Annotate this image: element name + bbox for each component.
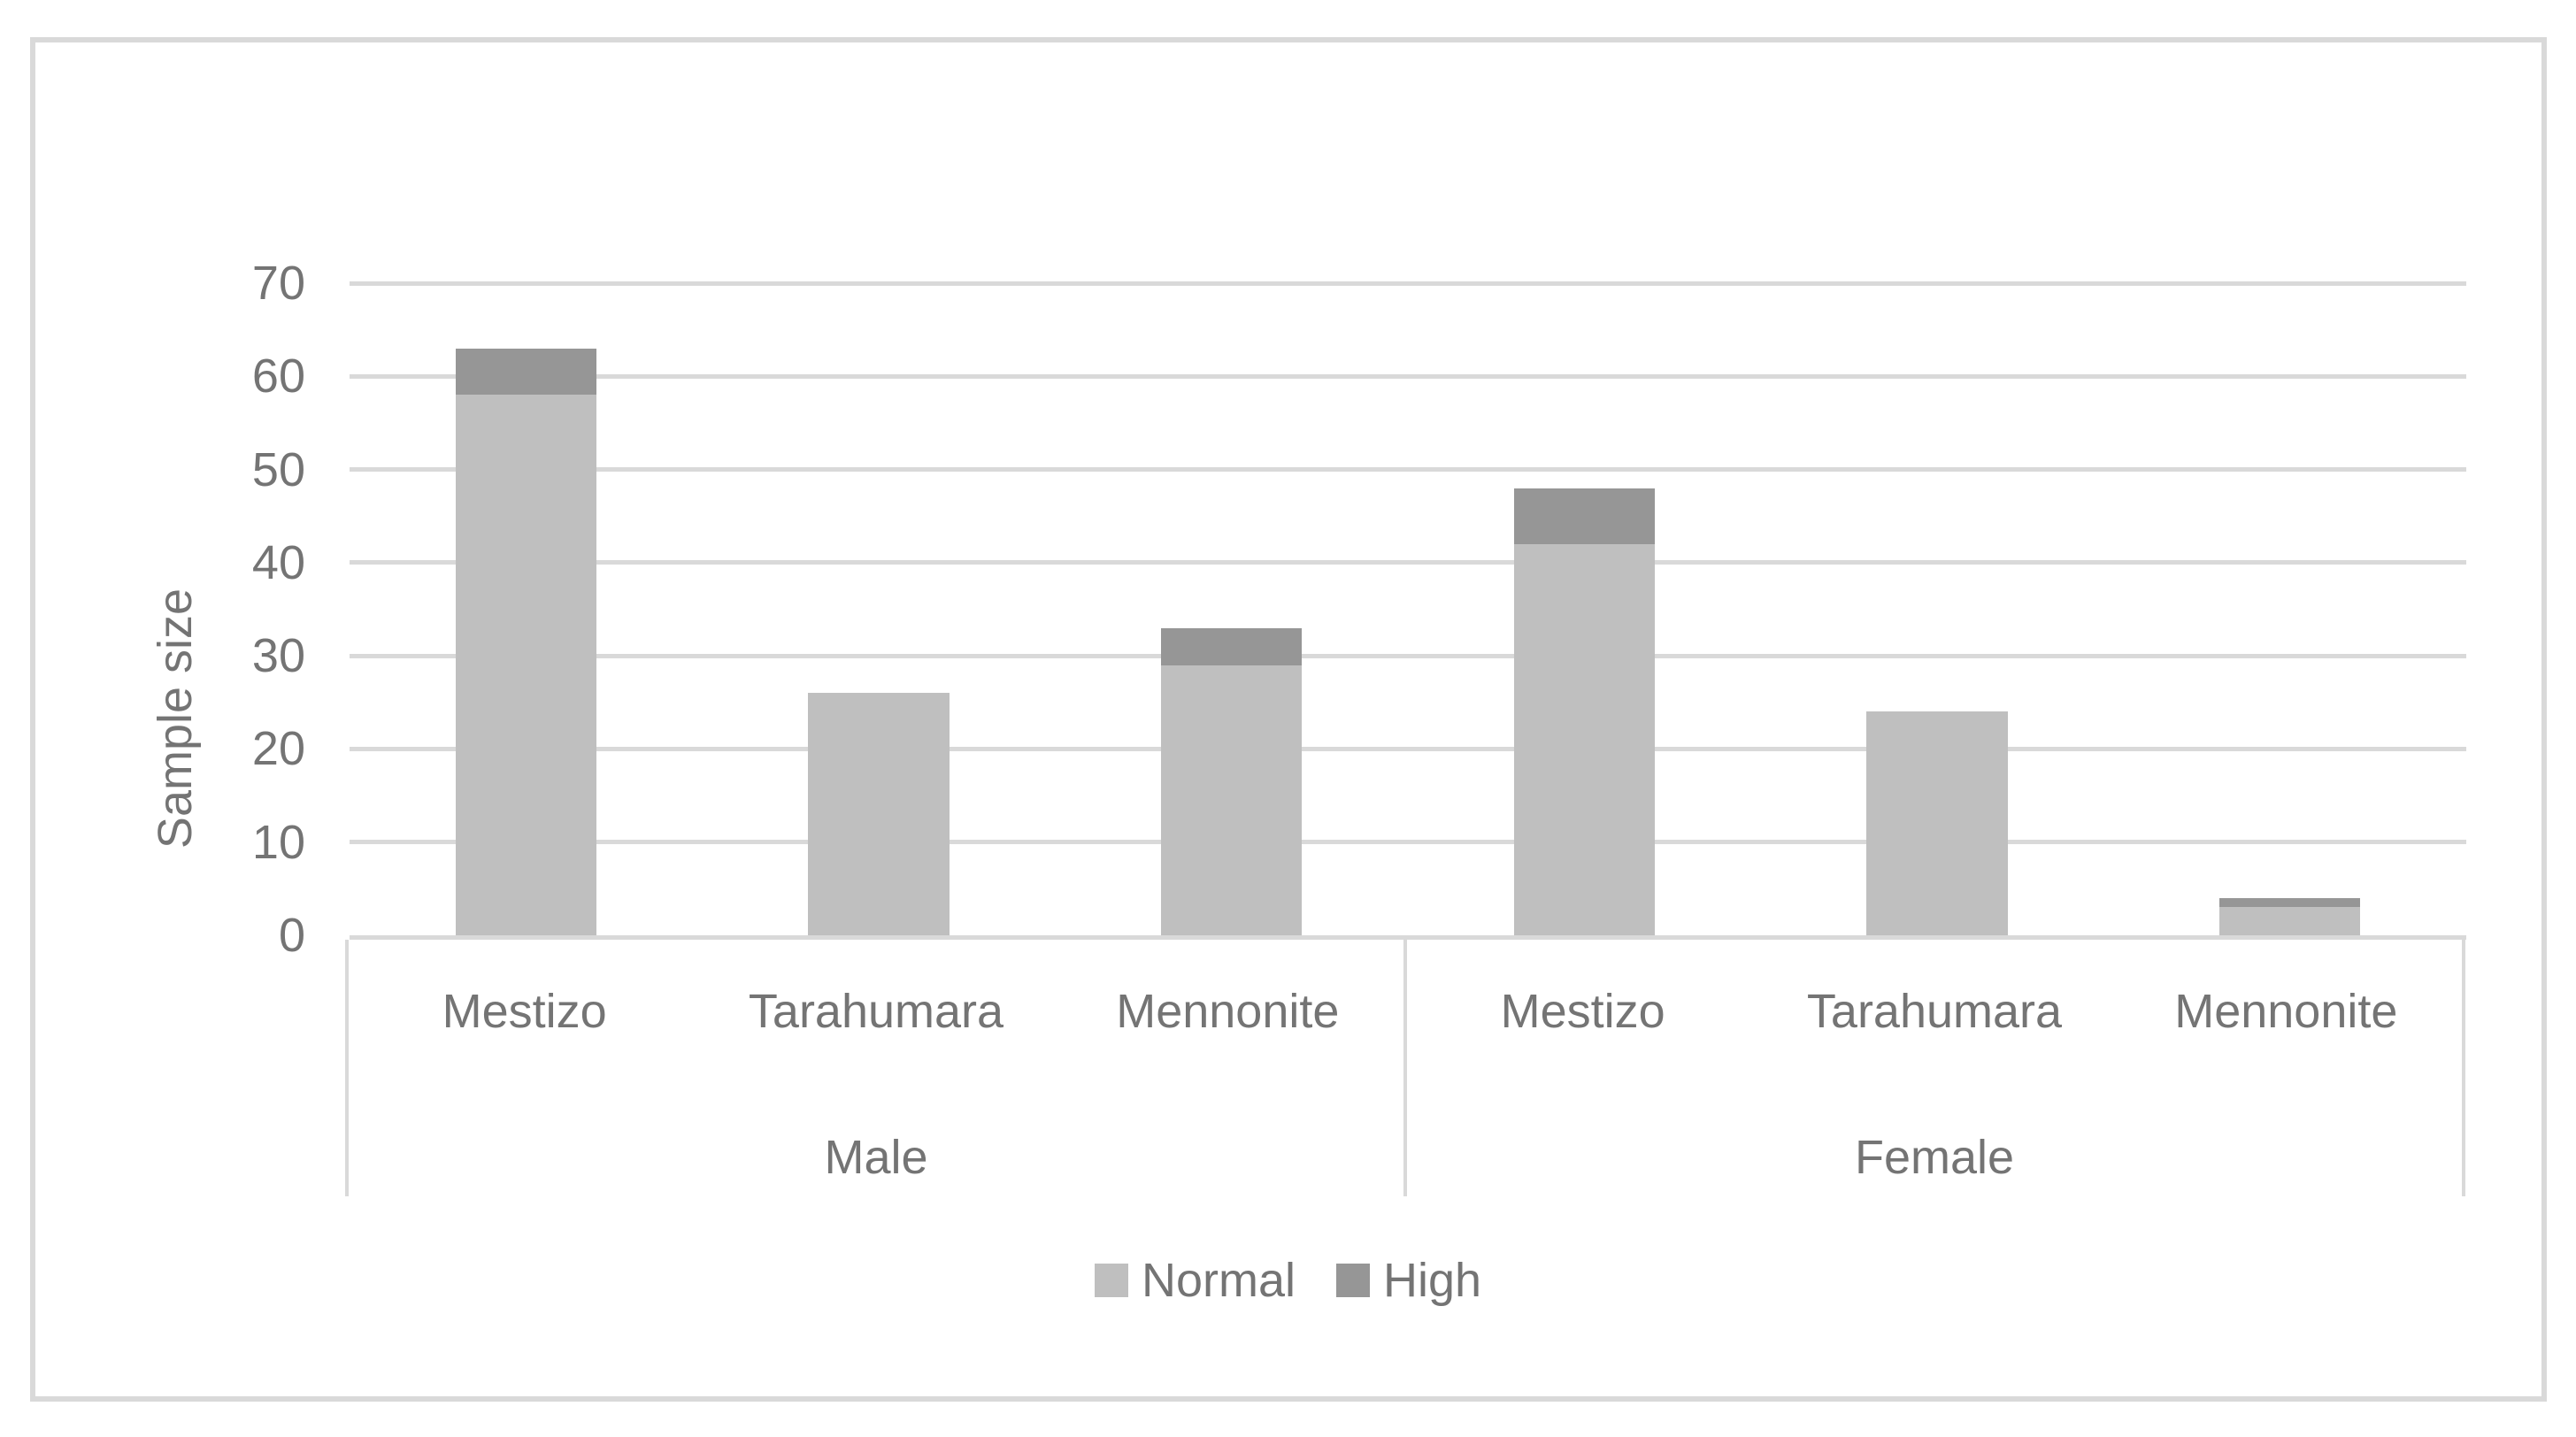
gridline [350,840,2466,845]
bar-slot [350,283,703,935]
y-tick-label: 40 [251,535,305,589]
bar-slot [2113,283,2466,935]
gridline [350,373,2466,379]
y-tick-label: 10 [251,815,305,869]
stacked-bar-0 [455,283,597,935]
y-tick-label: 50 [251,442,305,496]
group-label-female: Female [1854,1130,2015,1184]
bar-segment-normal [808,693,950,935]
y-tick-label: 70 [251,257,305,310]
bar-segment-normal [455,395,597,935]
gridline [350,746,2466,751]
gridline [350,560,2466,565]
category-label: Tarahumara [1806,985,2063,1038]
bar-segment-normal [1866,711,2008,935]
bar-segment-high [2218,897,2361,908]
plot-area [350,280,2466,940]
stacked-bar-4 [1866,283,2008,935]
normal-swatch-icon [1094,1264,1128,1297]
high-swatch-icon [1335,1264,1370,1297]
bar-segment-high [1160,627,1303,665]
legend-label: High [1382,1254,1482,1307]
gridline [350,280,2466,286]
stacked-bar-2 [1160,283,1303,935]
category-row: Mestizo Tarahumara Mennonite [1407,985,2462,1038]
legend-item-normal: Normal [1094,1254,1296,1307]
y-tick-label: 30 [251,629,305,683]
category-label: Tarahumara [748,985,1004,1038]
bar-segment-high [455,348,597,396]
category-label: Mestizo [1500,985,1665,1038]
gridline [350,653,2466,658]
bars [350,283,2466,935]
bar-segment-normal [2218,907,2361,935]
bar-segment-high [1513,488,1656,544]
x-group-male: Mestizo Tarahumara Mennonite Male [345,940,1407,1196]
category-row: Mestizo Tarahumara Mennonite [349,985,1403,1038]
bar-slot [703,283,1056,935]
x-axis-label-table: Mestizo Tarahumara Mennonite Male Mestiz… [345,940,2465,1196]
y-tick-label: 0 [278,909,305,962]
category-label: Mennonite [2174,985,2398,1038]
group-label-male: Male [824,1130,928,1184]
stacked-bar-1 [808,283,950,935]
bar-slot [1761,283,2114,935]
bar-slot [1408,283,1761,935]
bar-segment-normal [1513,543,1656,935]
x-group-female: Mestizo Tarahumara Mennonite Female [1407,940,2465,1196]
legend-label: Normal [1141,1254,1296,1307]
stacked-bar-5 [2218,283,2361,935]
category-label: Mestizo [442,985,607,1038]
stacked-bar-3 [1513,283,1656,935]
legend: Normal High [0,1256,2576,1304]
y-axis-ticks: 0 10 20 30 40 50 60 70 [88,259,305,959]
legend-item-high: High [1335,1254,1482,1307]
bar-segment-normal [1160,665,1303,935]
y-tick-label: 20 [251,722,305,776]
gridline [350,467,2466,473]
bar-slot [1055,283,1408,935]
y-tick-label: 60 [251,350,305,403]
category-label: Mennonite [1116,985,1340,1038]
